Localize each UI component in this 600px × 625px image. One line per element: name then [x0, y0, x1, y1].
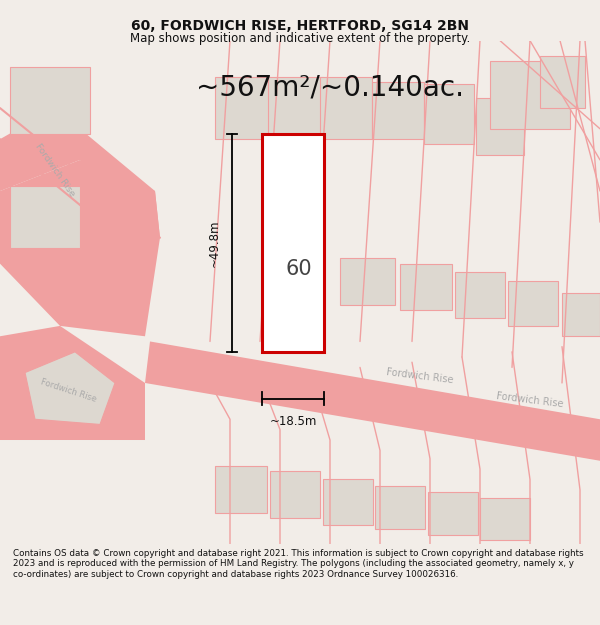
- Bar: [215, 466, 267, 512]
- Text: ~567m²/~0.140ac.: ~567m²/~0.140ac.: [196, 73, 464, 101]
- Bar: [262, 134, 324, 352]
- Bar: [455, 272, 505, 318]
- Text: Fordwich Rise: Fordwich Rise: [39, 377, 97, 404]
- Bar: [268, 77, 323, 139]
- Polygon shape: [0, 326, 145, 440]
- Bar: [320, 77, 372, 139]
- Polygon shape: [25, 352, 115, 424]
- Text: Fordwich Rise: Fordwich Rise: [386, 367, 454, 385]
- Bar: [540, 56, 585, 108]
- Bar: [10, 186, 80, 248]
- Bar: [10, 66, 90, 134]
- Bar: [270, 471, 320, 518]
- Bar: [476, 98, 524, 155]
- Bar: [400, 264, 452, 311]
- Text: 60, FORDWICH RISE, HERTFORD, SG14 2BN: 60, FORDWICH RISE, HERTFORD, SG14 2BN: [131, 19, 469, 33]
- Bar: [340, 259, 395, 305]
- Text: 60: 60: [286, 259, 313, 279]
- Bar: [375, 486, 425, 529]
- Polygon shape: [0, 108, 160, 238]
- Bar: [428, 492, 478, 536]
- Bar: [215, 77, 270, 139]
- Bar: [372, 82, 424, 139]
- Text: ~18.5m: ~18.5m: [269, 415, 317, 428]
- Bar: [490, 61, 570, 129]
- Polygon shape: [145, 341, 600, 461]
- Text: Contains OS data © Crown copyright and database right 2021. This information is : Contains OS data © Crown copyright and d…: [13, 549, 584, 579]
- Polygon shape: [0, 160, 160, 383]
- Bar: [508, 281, 558, 326]
- Text: Map shows position and indicative extent of the property.: Map shows position and indicative extent…: [130, 32, 470, 45]
- Bar: [424, 84, 474, 144]
- Bar: [323, 479, 373, 525]
- Text: Fordwich Rise: Fordwich Rise: [34, 142, 77, 198]
- Text: ~49.8m: ~49.8m: [208, 219, 221, 267]
- Bar: [480, 498, 530, 539]
- Bar: [562, 292, 600, 336]
- Text: Fordwich Rise: Fordwich Rise: [496, 391, 564, 409]
